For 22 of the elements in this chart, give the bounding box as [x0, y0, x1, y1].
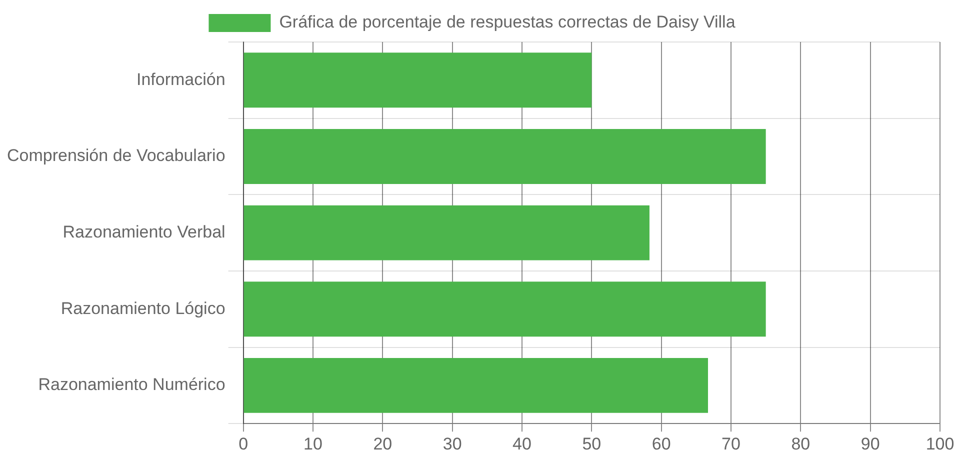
x-tick-label: 20: [373, 434, 392, 454]
bar: [244, 282, 766, 337]
x-tick-label: 70: [722, 434, 740, 454]
x-tick-label: 0: [238, 434, 248, 454]
x-tick-label: 60: [652, 434, 671, 454]
y-tick-label: Razonamiento Verbal: [62, 222, 226, 242]
bar: [244, 358, 708, 413]
x-tick-label: 30: [442, 434, 462, 454]
y-tick-label: Comprensión de Vocabulario: [6, 146, 226, 166]
legend-label: Gráfica de porcentaje de respuestas correctas de Daisy Villa: [279, 12, 736, 32]
bar: [244, 129, 766, 184]
x-tick-label: 10: [304, 434, 322, 454]
x-tick-label: 80: [791, 434, 810, 454]
x-tick-label: 40: [512, 434, 532, 454]
bar: [244, 52, 592, 108]
y-tick-label: Razonamiento Numérico: [38, 375, 226, 394]
bar: [244, 205, 650, 260]
x-tick-label: 100: [926, 434, 954, 454]
y-tick-label: Razonamiento Lógico: [60, 298, 226, 318]
x-tick-label: 50: [582, 434, 602, 454]
x-tick-label: 90: [860, 434, 880, 454]
y-tick-label: Información: [136, 70, 226, 89]
